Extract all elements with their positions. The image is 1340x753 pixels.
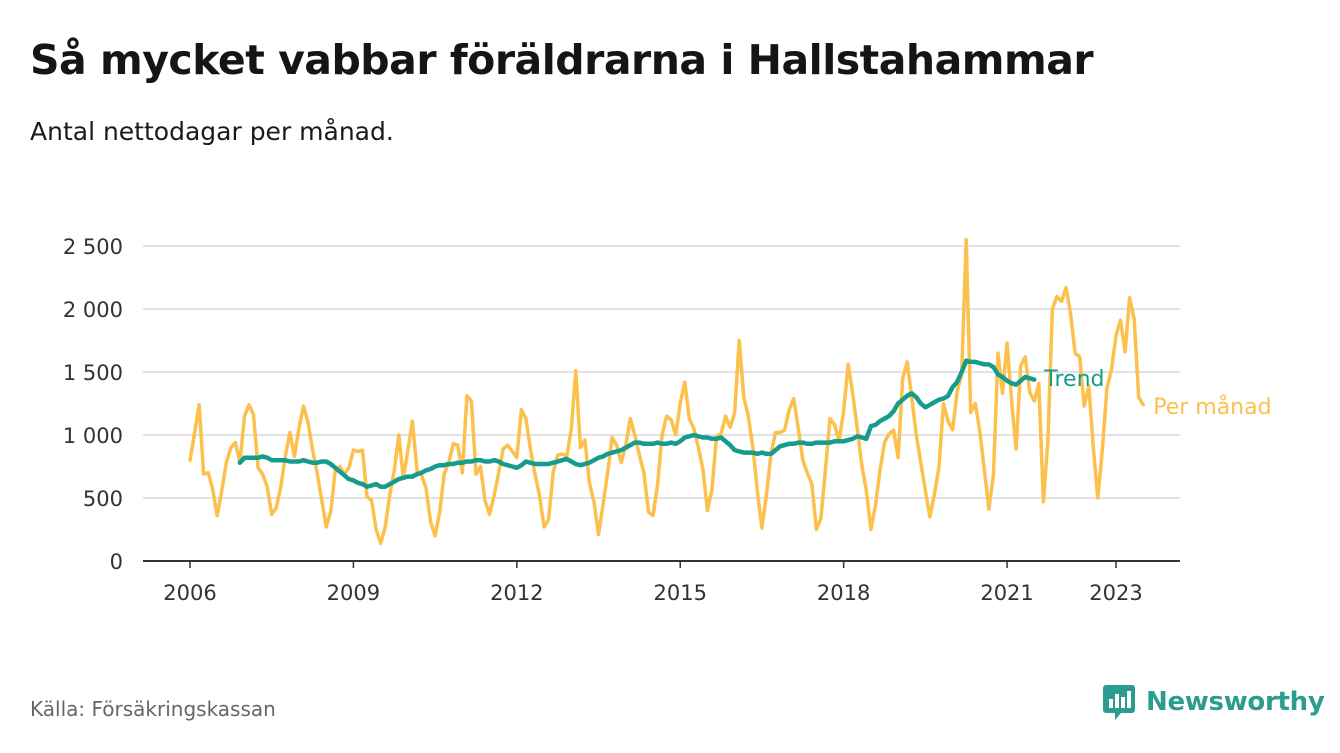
trend-label: Trend <box>1043 367 1104 392</box>
per-month-label: Per månad <box>1153 394 1271 420</box>
chart-subtitle: Antal nettodagar per månad. <box>30 117 394 146</box>
y-tick-label: 500 <box>83 487 123 511</box>
trend-line <box>237 358 1037 489</box>
brand-logo[interactable]: Newsworthy <box>1102 683 1325 721</box>
y-tick-label: 2 000 <box>63 298 123 322</box>
x-tick-label: 2021 <box>980 581 1033 605</box>
brand-name: Newsworthy <box>1146 687 1325 717</box>
axes: 0 500 1 000 1 500 2 000 2 500 2006 2009 2012 2015… <box>63 235 1180 605</box>
per-month-line <box>188 237 1145 546</box>
x-tick-label: 2023 <box>1089 581 1142 605</box>
y-tick-label: 0 <box>110 550 123 574</box>
grid-lines <box>143 245 1180 499</box>
x-tick-label: 2015 <box>654 581 707 605</box>
x-tick-label: 2012 <box>490 581 543 605</box>
x-tick-label: 2009 <box>327 581 380 605</box>
y-tick-label: 2 500 <box>63 235 123 259</box>
series-lines <box>188 237 1145 546</box>
x-tick-label: 2006 <box>163 581 216 605</box>
y-tick-label: 1 000 <box>63 424 123 448</box>
x-tick-label: 2018 <box>817 581 870 605</box>
newsworthy-logo-icon <box>1103 685 1135 720</box>
y-tick-label: 1 500 <box>63 361 123 385</box>
source-note: Källa: Försäkringskassan <box>30 697 276 721</box>
chart-title: Så mycket vabbar föräldrarna i Hallstaha… <box>30 36 1094 84</box>
series-labels: Trend Per månad <box>1043 367 1271 420</box>
